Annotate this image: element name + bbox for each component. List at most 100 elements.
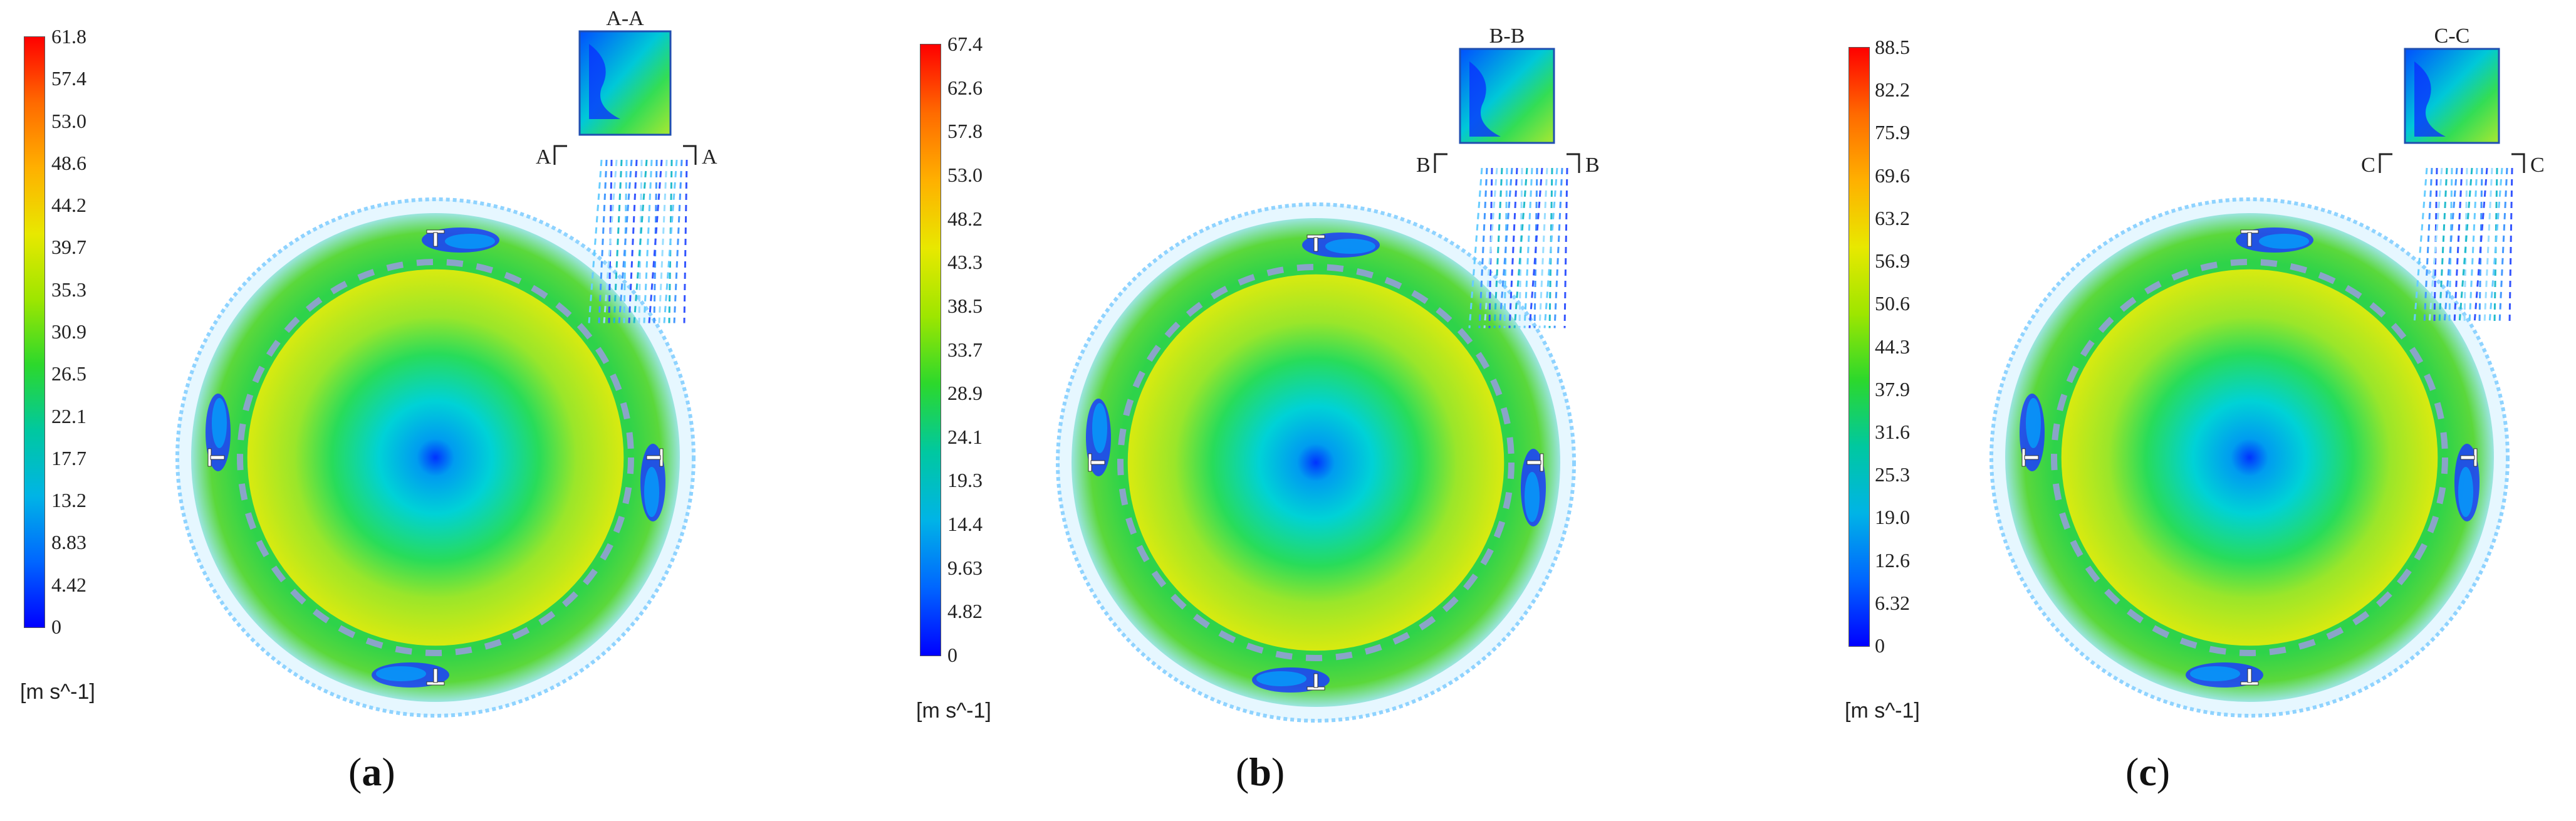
colorbar-tick-label: 67.4	[947, 33, 983, 55]
colorbar-tick-label: 44.2	[51, 194, 86, 217]
guide-vane-ring	[2051, 259, 2448, 656]
colorbar	[1849, 47, 1870, 647]
section-title: A-A	[606, 7, 644, 30]
colorbar-tick-label: 26.5	[51, 362, 86, 385]
colorbar-unit-label: [m s^-1]	[916, 699, 991, 723]
outlet-duct-streamlines	[588, 159, 688, 323]
colorbar-tick-label: 8.83	[51, 531, 86, 554]
section-title: B-B	[1489, 24, 1525, 48]
colorbar-tick-label: 88.5	[1875, 36, 1910, 58]
flow-field-diagram: C-C C C	[1989, 24, 2545, 718]
strut-marker	[372, 662, 449, 688]
strut-marker	[1086, 399, 1111, 476]
colorbar-tick-label: 12.6	[1875, 548, 1910, 572]
colorbar-tick-label: 48.2	[947, 207, 983, 230]
colorbar-tick-label: 0	[51, 615, 61, 638]
colorbar-tick-label: 63.2	[1875, 206, 1910, 229]
section-mark-left: B	[1416, 154, 1431, 177]
panel-caption: (c)	[2125, 750, 2171, 794]
strut-marker	[640, 444, 665, 521]
cross-section-low-velocity-region	[2414, 61, 2446, 137]
flow-field-diagram: A-A A A	[175, 7, 717, 718]
section-mark-right: A	[702, 145, 717, 169]
colorbar-tick-label: 82.2	[1875, 78, 1910, 102]
cross-section-low-velocity-region	[589, 44, 620, 119]
colorbar-tick-label: 35.3	[51, 278, 86, 301]
colorbar	[920, 44, 941, 656]
colorbar-tick-label: 13.2	[51, 489, 86, 512]
strut-marker	[1252, 667, 1330, 693]
colorbar-tick-label: 25.3	[1875, 463, 1910, 486]
colorbar-tick-label: 53.0	[51, 109, 86, 132]
velocity-contour-panel-c: 88.5 82.2 75.9 69.6 63.2 56.9 50.6 44.3 37.9 31.6…	[1805, 0, 2576, 821]
panel-caption: (b)	[1236, 750, 1285, 794]
panel-caption-letter: c	[2139, 750, 2157, 794]
colorbar-unit-label: [m s^-1]	[1845, 699, 1920, 723]
colorbar-tick-label: 75.9	[1875, 121, 1910, 144]
section-mark-left: A	[536, 145, 551, 169]
colorbar-tick-label: 28.9	[947, 382, 983, 405]
section-cut-line-left	[1434, 153, 1447, 173]
outlet-duct-streamlines	[2413, 167, 2513, 323]
strut-marker	[2236, 227, 2313, 253]
section-cut-line-left	[553, 145, 567, 165]
section-mark-right: C	[2530, 154, 2545, 177]
strut-marker	[2186, 662, 2263, 688]
section-cut-line-left	[2379, 153, 2392, 173]
strut-marker	[2020, 394, 2045, 471]
colorbar-tick-label: 19.0	[1875, 506, 1910, 529]
colorbar-tick-label: 17.7	[51, 446, 86, 469]
colorbar-tick-label: 37.9	[1875, 377, 1910, 400]
colorbar	[24, 36, 45, 628]
guide-vane-ring	[237, 259, 634, 656]
colorbar-tick-label: 57.8	[947, 120, 983, 143]
colorbar-tick-label: 44.3	[1875, 335, 1910, 358]
colorbar-tick-label: 38.5	[947, 294, 983, 317]
colorbar-tick-label: 61.8	[51, 25, 86, 48]
strut-marker	[1521, 449, 1546, 526]
colorbar-tick-label: 53.0	[947, 163, 983, 186]
colorbar-tick-label: 39.7	[51, 236, 86, 259]
impeller-velocity-disk	[2061, 269, 2438, 646]
colorbar-tick-label: 30.9	[51, 320, 86, 343]
strut-marker	[206, 394, 231, 471]
colorbar-tick-label: 24.1	[947, 425, 983, 448]
outlet-duct-streamlines	[1468, 167, 1568, 328]
strut-marker	[422, 227, 499, 253]
colorbar-tick-label: 31.6	[1875, 420, 1910, 443]
strut-marker	[1302, 233, 1380, 258]
section-mark-left: C	[2361, 154, 2375, 177]
impeller-velocity-disk	[247, 269, 624, 646]
cross-section-low-velocity-region	[1469, 61, 1501, 137]
colorbar-tick-label: 43.3	[947, 251, 983, 274]
colorbar-tick-label: 4.82	[947, 600, 983, 623]
colorbar-tick-label: 19.3	[947, 469, 983, 492]
panel-caption: (a)	[348, 750, 395, 794]
colorbar-tick-label: 69.6	[1875, 164, 1910, 187]
section-cut-line-right	[683, 145, 697, 165]
velocity-contour-panel-a: 61.8 57.4 53.0 48.6 44.2 39.7 35.3 30.9 26.5 22.1…	[0, 0, 858, 821]
colorbar-tick-label: 57.4	[51, 67, 86, 90]
guide-vane-ring	[1117, 264, 1515, 661]
section-cut-line-right	[1567, 153, 1580, 173]
colorbar-tick-label: 33.7	[947, 338, 983, 361]
flow-field-diagram: B-B B B	[1056, 24, 1600, 723]
colorbar-tick-label: 56.9	[1875, 249, 1910, 273]
section-cut-line-right	[2511, 153, 2525, 173]
section-mark-right: B	[1585, 154, 1600, 177]
colorbar-tick-label: 62.6	[947, 76, 983, 99]
colorbar-tick-label: 14.4	[947, 513, 983, 536]
panel-caption-letter: b	[1249, 750, 1271, 794]
colorbar-unit-label: [m s^-1]	[20, 680, 95, 704]
colorbar-tick-label: 22.1	[51, 404, 86, 427]
colorbar-tick-label: 0	[947, 644, 957, 666]
impeller-velocity-disk	[1127, 274, 1504, 651]
colorbar-tick-label: 0	[1875, 634, 1885, 657]
panel-caption-letter: a	[362, 750, 382, 794]
colorbar-tick-label: 4.42	[51, 573, 86, 596]
colorbar-tick-label: 48.6	[51, 151, 86, 174]
velocity-contour-panel-b: 67.4 62.6 57.8 53.0 48.2 43.3 38.5 33.7 28.9 24.1…	[871, 0, 1729, 821]
colorbar-tick-label: 6.32	[1875, 591, 1910, 614]
strut-marker	[2454, 444, 2480, 521]
colorbar-tick-label: 50.6	[1875, 292, 1910, 315]
